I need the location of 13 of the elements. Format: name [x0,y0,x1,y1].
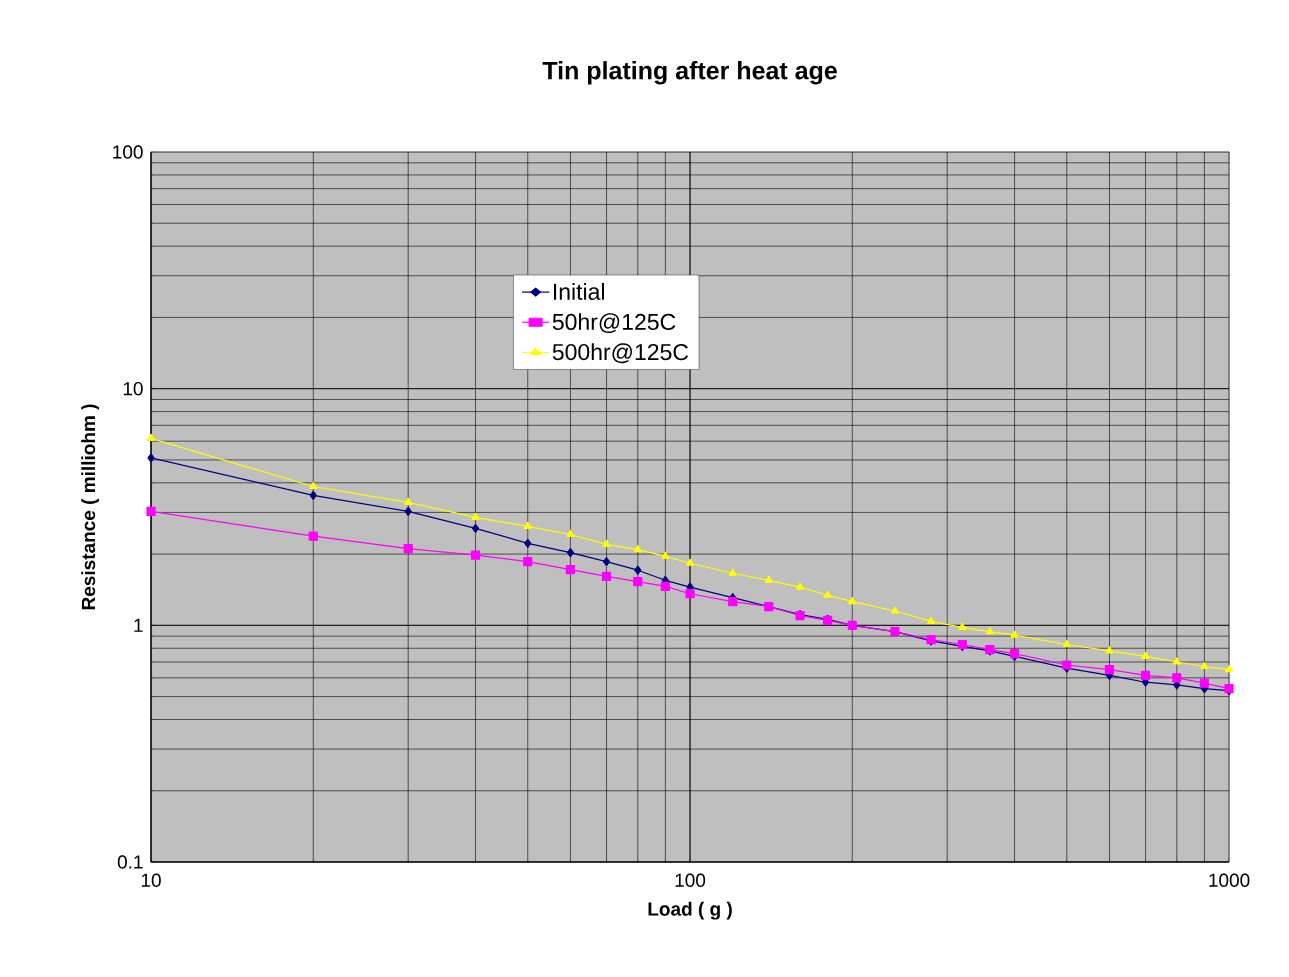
legend-label: 50hr@125C [552,313,676,334]
y-tick-label: 1 [134,618,143,632]
chart-title: Tin plating after heat age [542,61,837,85]
x-axis-title: Load ( g ) [648,901,732,920]
x-tick-label: 1000 [1209,873,1250,887]
y-tick-label: 100 [113,145,143,159]
y-axis-title: Resistance ( milliohm ) [81,404,99,610]
legend-label: 500hr@125C [552,343,689,364]
y-tick-label: 0.1 [117,855,143,869]
x-tick-label: 10 [141,873,161,887]
x-tick-label: 100 [675,873,706,887]
y-tick-label: 10 [123,381,143,396]
legend-label: Initial [553,283,604,300]
